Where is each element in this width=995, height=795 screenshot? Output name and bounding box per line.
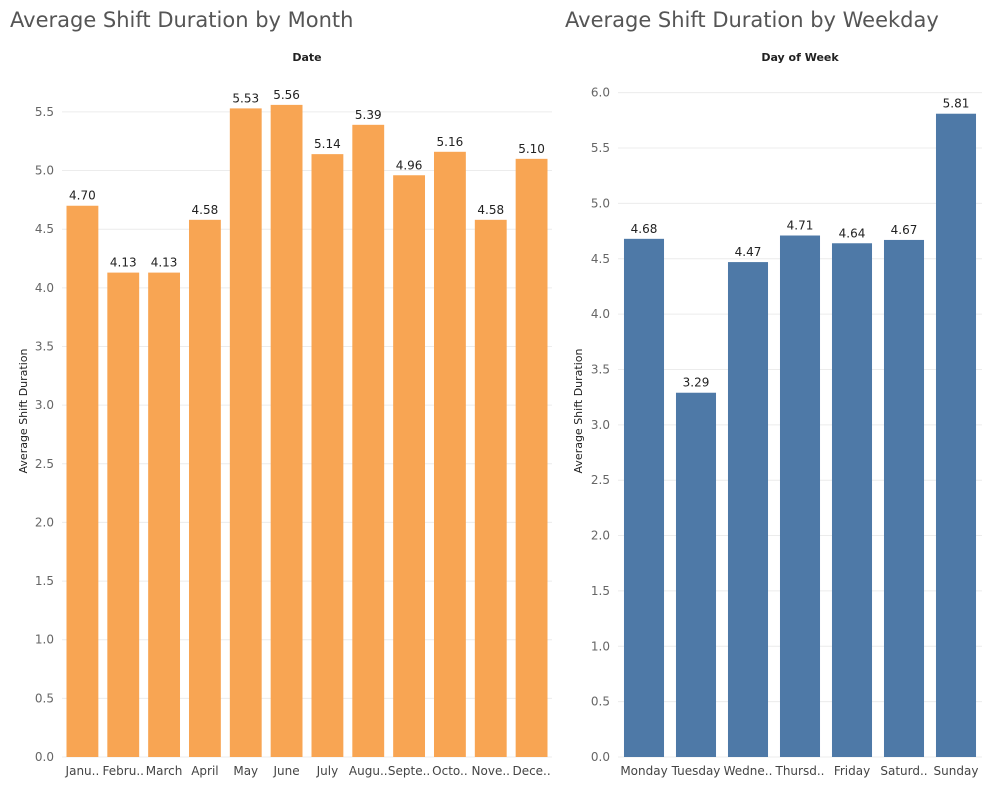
chart-title-weekday: Average Shift Duration by Weekday bbox=[565, 8, 939, 32]
y-tick-label: 2.5 bbox=[35, 457, 54, 471]
bar-tuesday bbox=[675, 392, 717, 757]
data-label: 5.81 bbox=[943, 97, 970, 111]
y-tick-label: 0.5 bbox=[35, 691, 54, 705]
data-label: 5.53 bbox=[232, 91, 259, 105]
bar-janu bbox=[66, 205, 99, 758]
data-label: 5.16 bbox=[437, 135, 464, 149]
y-tick-label: 5.5 bbox=[35, 105, 54, 119]
month-chart-panel: Average Shift Duration by Month Date 0.0 0… bbox=[10, 8, 552, 778]
data-label: 4.13 bbox=[151, 256, 178, 270]
y-tick-label: 0.0 bbox=[35, 750, 54, 764]
data-label: 4.58 bbox=[477, 203, 504, 217]
y-tick-label: 3.5 bbox=[35, 339, 54, 353]
x-tick-label: Tuesday bbox=[671, 764, 721, 778]
x-tick-label: Febru.. bbox=[103, 764, 144, 778]
bar-augu bbox=[352, 124, 385, 757]
bar-febru bbox=[107, 272, 140, 757]
bar-june bbox=[270, 104, 303, 757]
bar-july bbox=[311, 154, 344, 757]
bar-nove bbox=[474, 219, 507, 758]
bar-thursd bbox=[779, 235, 821, 758]
y-tick-label: 4.5 bbox=[591, 252, 610, 266]
x-tick-label: Janu.. bbox=[65, 764, 100, 778]
y-axis-title: Average Shift Duration bbox=[572, 349, 585, 474]
x-tick-label: Friday bbox=[834, 764, 870, 778]
x-tick-label: Octo.. bbox=[432, 764, 468, 778]
bar-sunday bbox=[935, 113, 977, 757]
x-tick-label: Sunday bbox=[934, 764, 979, 778]
data-label: 4.71 bbox=[787, 219, 814, 233]
bar-saturd bbox=[883, 239, 925, 757]
y-tick-label: 1.5 bbox=[35, 574, 54, 588]
bar-april bbox=[188, 219, 221, 758]
x-tick-label: March bbox=[146, 764, 183, 778]
y-tick-label: 3.0 bbox=[591, 418, 610, 432]
x-tick-label: July bbox=[316, 764, 339, 778]
y-tick-label: 0.5 bbox=[591, 695, 610, 709]
bar-friday bbox=[831, 243, 873, 757]
y-tick-label: 4.0 bbox=[35, 281, 54, 295]
y-tick-label: 2.0 bbox=[591, 529, 610, 543]
y-tick-label: 1.5 bbox=[591, 584, 610, 598]
y-tick-label: 1.0 bbox=[35, 633, 54, 647]
x-tick-label: Nove.. bbox=[472, 764, 510, 778]
x-tick-label: June bbox=[273, 764, 300, 778]
y-tick-label: 0.0 bbox=[591, 750, 610, 764]
data-label: 4.68 bbox=[631, 222, 658, 236]
y-tick-label: 5.0 bbox=[591, 196, 610, 210]
bar-septe bbox=[393, 175, 426, 757]
weekday-chart-panel: Average Shift Duration by Weekday Day of… bbox=[555, 0, 995, 791]
data-label: 5.14 bbox=[314, 137, 341, 151]
bar-dece bbox=[515, 158, 548, 757]
x-tick-label: Saturd.. bbox=[880, 764, 927, 778]
y-tick-label: 5.0 bbox=[35, 164, 54, 178]
x-tick-label: Augu.. bbox=[349, 764, 388, 778]
x-tick-label: May bbox=[233, 764, 258, 778]
y-tick-label: 2.5 bbox=[591, 473, 610, 487]
x-tick-label: Thursd.. bbox=[775, 764, 825, 778]
y-tick-label: 2.0 bbox=[35, 515, 54, 529]
y-axis-title: Average Shift Duration bbox=[17, 349, 30, 474]
y-tick-label: 5.5 bbox=[591, 141, 610, 155]
y-tick-label: 3.0 bbox=[35, 398, 54, 412]
y-tick-label: 4.0 bbox=[591, 307, 610, 321]
data-label: 3.29 bbox=[683, 376, 710, 390]
x-tick-label: Dece.. bbox=[512, 764, 550, 778]
data-label: 5.10 bbox=[518, 142, 545, 156]
y-tick-label: 6.0 bbox=[591, 86, 610, 100]
data-label: 4.64 bbox=[839, 226, 866, 240]
weekday-bar-chart: Day of Week 0.0 0.5 1.0 1.5 2.0 2.5 3.0 3.5 4.0 4.… bbox=[572, 51, 982, 778]
data-label: 4.47 bbox=[735, 245, 762, 259]
x-tick-label: Monday bbox=[620, 764, 667, 778]
y-tick-label: 4.5 bbox=[35, 222, 54, 236]
month-bar-chart: Date 0.0 0.5 1.0 1.5 2.0 2.5 3.0 3.5 4.0 4.5 5.0 5.5… bbox=[17, 51, 552, 778]
x-tick-label: Septe.. bbox=[388, 764, 430, 778]
x-tick-label: Wedne.. bbox=[724, 764, 773, 778]
header-title: Day of Week bbox=[761, 51, 839, 64]
bar-march bbox=[148, 272, 181, 757]
y-tick-label: 1.0 bbox=[591, 639, 610, 653]
bar-may bbox=[229, 108, 262, 757]
chart-title-month: Average Shift Duration by Month bbox=[10, 8, 354, 32]
bar-octo bbox=[433, 151, 466, 757]
x-tick-label: April bbox=[191, 764, 218, 778]
bar-wedne bbox=[727, 262, 769, 757]
y-tick-label: 3.5 bbox=[591, 362, 610, 376]
data-label: 4.70 bbox=[69, 189, 96, 203]
data-label: 4.58 bbox=[192, 203, 219, 217]
data-label: 5.56 bbox=[273, 88, 300, 102]
data-label: 4.13 bbox=[110, 256, 137, 270]
header-title: Date bbox=[292, 51, 321, 64]
data-label: 4.67 bbox=[891, 223, 918, 237]
data-label: 4.96 bbox=[396, 158, 423, 172]
bar-monday bbox=[623, 238, 665, 758]
data-label: 5.39 bbox=[355, 108, 382, 122]
